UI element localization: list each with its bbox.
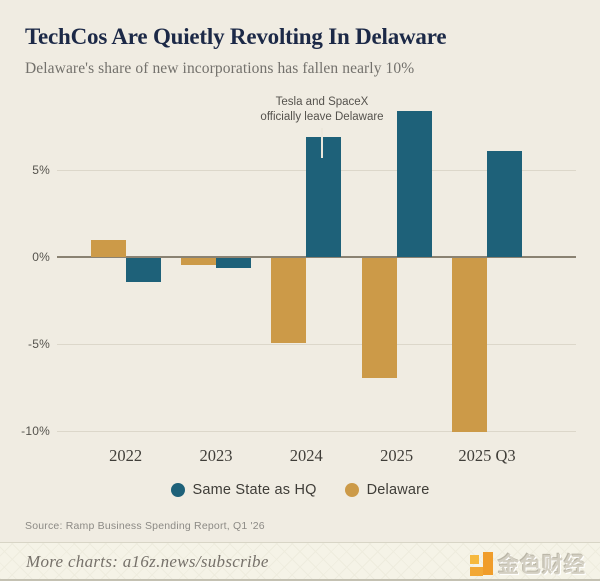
source-note: Source: Ramp Business Spending Report, Q… bbox=[25, 520, 265, 532]
bar-delaware-2024 bbox=[271, 258, 307, 344]
annotation-pointer-line bbox=[321, 128, 323, 158]
gridline--10 bbox=[57, 431, 576, 432]
bar-delaware-2023 bbox=[180, 258, 216, 265]
brand-watermark: 金色财经 bbox=[469, 549, 586, 579]
x-axis-label-2025: 2025 bbox=[380, 446, 414, 465]
chart-legend: Same State as HQ Delaware bbox=[0, 482, 600, 498]
chart-annotation: Tesla and SpaceX officially leave Delawa… bbox=[222, 95, 422, 124]
bar-delaware-2025 bbox=[361, 258, 397, 379]
footer-bar: More charts: a16z.news/subscribe 金色财经 bbox=[0, 542, 600, 581]
legend-dot-icon bbox=[344, 483, 359, 497]
chart-subtitle: Delaware's share of new incorporations h… bbox=[25, 60, 415, 77]
brand-name: 金色财经 bbox=[498, 554, 586, 577]
zero-axis-line bbox=[57, 256, 576, 258]
footer-lattice-pattern bbox=[0, 543, 600, 579]
bar-same-state-as-hq-2022 bbox=[125, 258, 161, 283]
legend-label: Delaware bbox=[366, 482, 430, 498]
bar-chart: 5% 0% -5% -10% 2022 2023 2024 2025 2025 Q3 bbox=[21, 110, 576, 465]
bar-same-state-as-hq-2025 bbox=[396, 110, 432, 257]
bar-delaware-2025-q3 bbox=[452, 258, 487, 432]
y-tick-label: -5% bbox=[28, 337, 50, 351]
legend-label: Same State as HQ bbox=[192, 482, 317, 498]
bar-delaware-2022 bbox=[90, 239, 126, 257]
y-tick-label: 0% bbox=[32, 250, 50, 264]
legend-dot-icon bbox=[170, 483, 185, 497]
x-axis-label-2023: 2023 bbox=[199, 446, 233, 465]
x-axis-label-2022: 2022 bbox=[109, 446, 143, 465]
bar-same-state-as-hq-2024 bbox=[306, 136, 342, 257]
gridline--5 bbox=[57, 344, 576, 345]
more-charts-link: More charts: a16z.news/subscribe bbox=[26, 552, 269, 571]
x-axis-label-2025-q3: 2025 Q3 bbox=[458, 446, 516, 465]
y-tick-label: 5% bbox=[32, 163, 50, 177]
annotation-line-2: officially leave Delaware bbox=[260, 110, 384, 123]
bar-same-state-as-hq-2025-q3 bbox=[487, 150, 522, 257]
legend-item-same-state-as-hq: Same State as HQ bbox=[170, 482, 317, 498]
x-axis-label-2024: 2024 bbox=[289, 446, 323, 465]
bar-same-state-as-hq-2023 bbox=[215, 258, 251, 269]
legend-item-delaware: Delaware bbox=[344, 482, 430, 498]
annotation-line-1: Tesla and SpaceX bbox=[275, 96, 369, 108]
page-title: TechCos Are Quietly Revolting In Delawar… bbox=[25, 24, 447, 49]
y-tick-label: -10% bbox=[21, 424, 50, 438]
jinse-logo-icon bbox=[469, 551, 493, 577]
